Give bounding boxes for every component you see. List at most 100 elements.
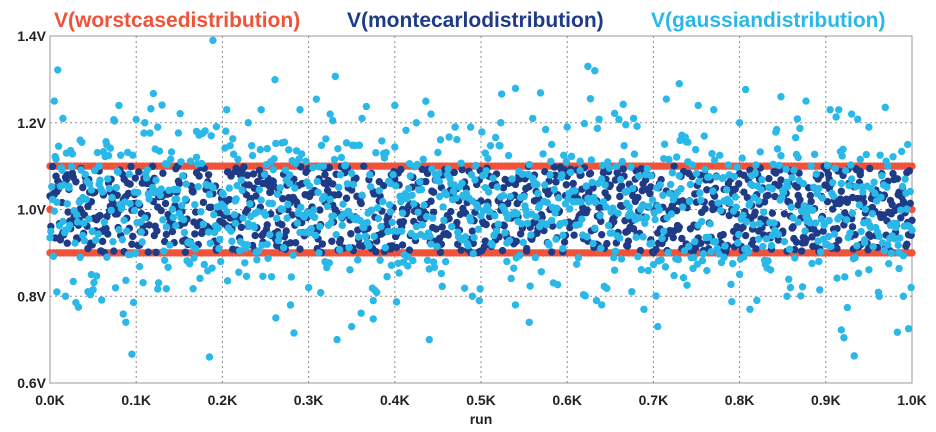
- data-point-gaussian: [906, 187, 914, 196]
- data-point-gaussian: [559, 231, 567, 239]
- data-point-gaussian: [758, 176, 766, 184]
- data-point-gaussian: [470, 233, 478, 242]
- data-point-montecarlo: [432, 225, 440, 233]
- data-point-montecarlo: [499, 184, 508, 192]
- data-point-gaussian: [291, 184, 299, 192]
- data-point-gaussian: [155, 147, 164, 155]
- data-point-gaussian: [257, 106, 265, 114]
- data-point-montecarlo: [291, 238, 300, 247]
- data-point-montecarlo: [617, 182, 626, 190]
- data-point-montecarlo: [792, 238, 801, 246]
- data-point-gaussian: [85, 215, 93, 223]
- data-point-montecarlo: [646, 189, 654, 198]
- data-point-gaussian: [772, 125, 781, 134]
- data-point-gaussian: [365, 242, 373, 250]
- data-point-gaussian: [332, 231, 340, 239]
- data-point-gaussian: [798, 283, 807, 291]
- data-point-gaussian: [143, 166, 152, 174]
- data-point-gaussian: [847, 161, 855, 169]
- data-point-montecarlo: [765, 174, 773, 183]
- data-point-gaussian: [319, 162, 327, 170]
- data-point-gaussian: [225, 184, 233, 192]
- data-point-gaussian: [466, 217, 475, 225]
- data-point-gaussian: [46, 234, 54, 242]
- data-point-montecarlo: [512, 237, 521, 246]
- data-point-montecarlo: [652, 245, 660, 254]
- data-point-gaussian: [691, 237, 699, 246]
- data-point-gaussian: [326, 110, 334, 118]
- data-point-gaussian: [714, 199, 722, 207]
- data-point-gaussian: [93, 148, 102, 157]
- data-point-gaussian: [615, 115, 623, 124]
- data-point-gaussian: [620, 141, 628, 150]
- data-point-gaussian: [361, 232, 370, 240]
- data-point-gaussian: [679, 273, 688, 282]
- data-point-gaussian: [438, 282, 446, 291]
- data-point-gaussian: [883, 183, 891, 191]
- data-point-gaussian: [574, 254, 583, 262]
- data-point-gaussian: [581, 292, 590, 300]
- data-point-gaussian: [260, 171, 269, 179]
- data-point-gaussian: [847, 110, 856, 118]
- data-point-gaussian: [603, 284, 611, 293]
- data-point-gaussian: [782, 165, 790, 173]
- data-point-gaussian: [554, 194, 563, 202]
- y-tick-label: 0.8V: [17, 288, 46, 304]
- data-point-gaussian: [342, 139, 351, 147]
- data-point-montecarlo: [647, 183, 655, 191]
- data-point-gaussian: [627, 163, 635, 171]
- data-point-gaussian: [418, 221, 427, 229]
- data-point-montecarlo: [597, 217, 605, 225]
- data-point-gaussian: [173, 185, 182, 194]
- data-point-gaussian: [414, 208, 422, 216]
- data-point-gaussian: [246, 200, 254, 208]
- data-point-montecarlo: [429, 208, 438, 217]
- data-point-montecarlo: [670, 162, 678, 170]
- data-point-gaussian: [268, 199, 277, 208]
- data-point-gaussian: [612, 162, 621, 171]
- data-point-gaussian: [622, 188, 630, 196]
- data-point-gaussian: [209, 36, 217, 45]
- data-point-gaussian: [427, 110, 435, 118]
- data-point-gaussian: [543, 198, 552, 207]
- data-point-montecarlo: [418, 165, 427, 174]
- data-point-montecarlo: [764, 191, 772, 199]
- data-point-montecarlo: [159, 169, 167, 177]
- data-point-gaussian: [726, 198, 734, 207]
- data-point-gaussian: [657, 256, 665, 264]
- data-point-gaussian: [802, 97, 810, 105]
- x-tick-label: 0.4K: [380, 392, 410, 408]
- data-point-gaussian: [154, 285, 162, 293]
- data-point-gaussian: [367, 206, 376, 214]
- data-point-gaussian: [546, 171, 554, 179]
- data-point-gaussian: [248, 142, 256, 150]
- data-point-gaussian: [780, 237, 789, 246]
- data-point-gaussian: [130, 206, 139, 215]
- data-point-gaussian: [280, 138, 289, 146]
- data-point-gaussian: [442, 191, 451, 199]
- data-point-gaussian: [791, 133, 800, 142]
- data-point-montecarlo: [741, 231, 750, 240]
- data-point-gaussian: [88, 227, 96, 236]
- data-point-gaussian: [520, 192, 528, 201]
- data-point-montecarlo: [724, 179, 733, 188]
- data-point-gaussian: [52, 155, 60, 163]
- data-point-gaussian: [223, 277, 232, 285]
- data-point-gaussian: [231, 197, 240, 205]
- data-point-gaussian: [250, 223, 258, 231]
- data-point-gaussian: [731, 193, 739, 201]
- data-point-gaussian: [141, 119, 149, 127]
- data-point-montecarlo: [135, 168, 143, 176]
- data-point-gaussian: [661, 263, 670, 271]
- data-point-montecarlo: [760, 198, 769, 206]
- data-point-gaussian: [744, 248, 752, 256]
- data-point-gaussian: [685, 197, 694, 206]
- data-point-gaussian: [316, 288, 325, 297]
- data-point-gaussian: [358, 191, 366, 199]
- data-point-gaussian: [408, 191, 416, 199]
- data-point-gaussian: [74, 303, 83, 311]
- data-point-gaussian: [901, 175, 909, 183]
- data-point-montecarlo: [296, 245, 304, 253]
- data-point-gaussian: [777, 93, 785, 101]
- data-point-gaussian: [381, 244, 390, 252]
